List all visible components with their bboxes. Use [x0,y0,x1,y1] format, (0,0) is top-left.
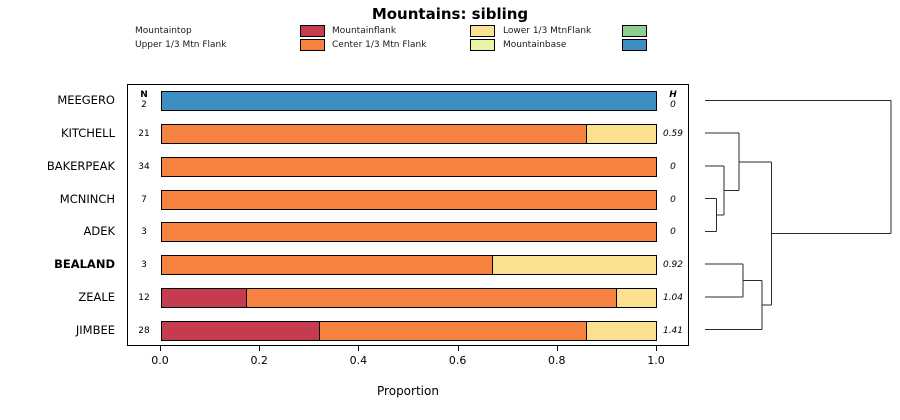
legend-swatch [470,24,495,37]
plot-panel: N 2 H 0 21 0.59 34 0 7 0 3 0 3 0.92 12 1.04 28 1.41 [127,84,689,346]
n-value: 21 [138,129,150,140]
y-axis-label: ZEALE [78,289,115,304]
bar-segment [161,287,247,308]
h-value: 1.41 [662,325,684,336]
x-tick-label: 0.8 [548,354,566,367]
bar-segment [585,124,657,145]
n-value: 34 [138,161,150,172]
legend-label: Mountaintop [135,25,192,36]
dendrogram [705,99,892,331]
bar-segment [161,222,657,243]
bar-segment [586,320,657,341]
h-value: 0 [670,161,676,172]
bar-segment [161,124,587,145]
h-value-text: 0 [670,100,676,111]
bar-segment [615,287,657,308]
bar-row [161,287,657,308]
legend-item: Center 1/3 Mtn Flank [332,38,495,51]
y-axis-label: BAKERPEAK [46,158,115,173]
h-value: 0.59 [662,129,684,140]
y-axis-label: JIMBEE [75,322,115,337]
legend-label: Center 1/3 Mtn Flank [332,39,427,50]
x-tick-label: 0.2 [250,354,268,367]
legend-item: Mountainflank [332,24,495,37]
bar-row [161,156,657,177]
legend-label: Mountainflank [332,25,397,36]
legend-swatch [300,38,325,51]
x-tick-mark [656,346,657,351]
bar-segment [161,320,321,341]
legend-swatch [300,24,325,37]
x-axis-title: Proportion [377,384,439,398]
bar-row [161,222,657,243]
bar-segment [161,189,657,210]
y-axis-label: KITCHELL [60,126,115,141]
h-value: 1.04 [662,292,684,303]
x-tick-mark [259,346,261,351]
x-tick-mark [457,346,459,351]
h-column-header: H [669,90,677,101]
h-value: 0.92 [662,260,684,271]
x-tick-mark [556,346,558,351]
n-value: 3 [141,227,147,238]
bar-row [161,255,657,276]
n-value: 12 [138,292,150,303]
bar-segment [245,287,617,308]
bar-segment [161,156,657,177]
bar-row [161,91,657,112]
legend-item: Mountainbase [503,38,647,51]
legend-column: Mountainflank Center 1/3 Mtn Flank [332,24,495,51]
bar-segment [492,255,657,276]
bar-segment [161,255,494,276]
h-value: 0 [670,227,676,238]
legend-swatch [622,24,647,37]
legend-label: Lower 1/3 MtnFlank [503,25,592,36]
bar-segment [161,91,657,112]
x-tick-label: 0.0 [151,354,169,367]
bar-row [161,189,657,210]
legend-swatch [622,38,647,51]
n-column-header: N [140,90,148,101]
y-axis-label: ADEK [83,224,115,239]
h-value: 0 [670,194,676,205]
legend-column: Lower 1/3 MtnFlank Mountainbase [503,24,647,51]
legend-item: Upper 1/3 Mtn Flank [135,38,325,51]
n-value: 28 [138,325,150,336]
legend-label: Mountainbase [503,39,567,50]
legend-item: Mountaintop [135,24,325,37]
legend-column: Mountaintop Upper 1/3 Mtn Flank [135,24,325,51]
n-value: 3 [141,260,147,271]
bar-segment [319,320,588,341]
x-tick-label: 0.6 [448,354,467,367]
bar-row [161,124,657,145]
legend-swatch [470,38,495,51]
n-value-text: 2 [141,100,147,111]
x-tick-mark [358,346,360,351]
y-axis-label: MEEGERO [57,93,115,108]
legend-item: Lower 1/3 MtnFlank [503,24,647,37]
n-value: 7 [141,194,147,205]
legend-label: Upper 1/3 Mtn Flank [135,39,227,50]
x-axis: 0.0 0.2 0.4 0.6 0.8 1.0 [127,346,689,376]
x-tick-label: 1.0 [647,354,665,367]
chart-title: Mountains: sibling [371,5,529,23]
bar-row [161,320,657,341]
x-tick-label: 0.4 [349,354,368,367]
x-tick-mark [160,346,161,351]
y-axis-label: MCNINCH [59,191,115,206]
y-axis-label: BEALAND [54,257,115,272]
